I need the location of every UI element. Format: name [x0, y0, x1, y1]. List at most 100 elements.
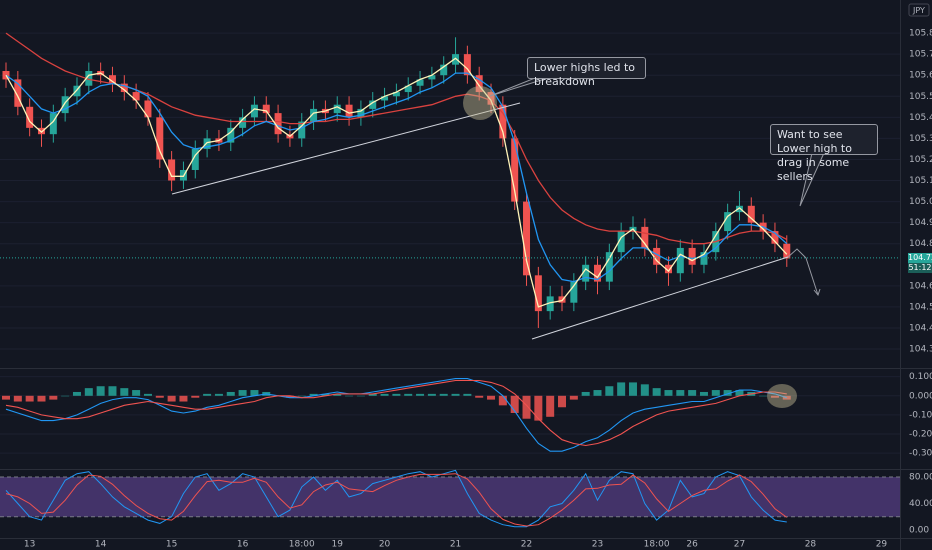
candle-body [392, 92, 400, 97]
y-tick-label: 105.600 [909, 71, 932, 81]
histogram-bar [13, 395, 22, 402]
y-tick-label: 104.300 [909, 345, 932, 355]
plot-layer: 105.800 105.700 105.600 105.500 105.400 105.3… [0, 29, 932, 550]
x-tick-label: 23 [592, 540, 603, 550]
histogram-bar [368, 393, 377, 396]
histogram-bar [226, 391, 235, 396]
x-tick-label: 18:00 [289, 540, 315, 550]
histogram-bar [416, 393, 425, 396]
histogram-bar [214, 393, 223, 396]
x-tick-label: 20 [379, 540, 391, 550]
histogram-bar [676, 390, 685, 396]
candle-body [298, 121, 306, 139]
x-tick-label: 22 [521, 540, 532, 550]
highlight-circle [463, 86, 497, 120]
candle-body [653, 247, 661, 265]
candle-body [85, 70, 93, 86]
candle-body [250, 104, 258, 118]
histogram-bar [688, 390, 697, 396]
y-tick-label: 105.800 [909, 29, 932, 39]
y-tick-label: 104.800 [909, 239, 932, 249]
histogram-bar [593, 390, 602, 396]
candle-body [404, 85, 412, 93]
histogram-bar [25, 395, 34, 402]
histogram-bar [345, 395, 354, 397]
candle-body [558, 296, 566, 303]
x-tick-label: 14 [95, 540, 107, 550]
candle-body [310, 108, 318, 122]
series-line [5, 469, 787, 528]
y-tick-label: -0.200 [909, 429, 932, 439]
histogram-bar [37, 395, 46, 402]
histogram-bar [404, 393, 413, 396]
histogram-bar [309, 393, 318, 396]
histogram-bar [770, 395, 779, 398]
series-line [5, 378, 787, 452]
histogram-bar [546, 395, 555, 417]
y-tick-label: 105.000 [909, 197, 932, 207]
candle-body [523, 201, 531, 276]
countdown-label: 51:12 [908, 262, 932, 273]
projection-arrow [787, 248, 819, 296]
candle-body [617, 231, 625, 253]
histogram-bar [238, 390, 247, 396]
histogram-bar [380, 393, 389, 396]
candle-body [381, 96, 389, 101]
candle-body [61, 96, 69, 114]
histogram-bar [49, 395, 58, 400]
candle-body [37, 127, 45, 135]
x-tick-label: 19 [332, 540, 344, 550]
histogram-bar [2, 395, 10, 400]
candle-body [345, 104, 353, 118]
candle-body [487, 92, 495, 105]
histogram-bar [475, 395, 484, 398]
histogram-bar [167, 395, 176, 402]
last-price-label: 104.733 [908, 252, 932, 263]
candle-body [239, 117, 247, 128]
candle-body [771, 231, 779, 244]
y-tick-label: 0.00 [909, 525, 929, 535]
candle-body [676, 247, 684, 274]
candle-body [416, 79, 424, 86]
histogram-bar [297, 395, 306, 397]
x-tick-label: 26 [686, 540, 698, 550]
x-tick-label: 15 [166, 540, 177, 550]
candle-body [132, 92, 140, 101]
x-tick-label: 18:00 [644, 540, 670, 550]
y-tick-label: 0.100 [909, 372, 932, 382]
candle-body [108, 75, 116, 84]
y-tick-label: -0.100 [909, 410, 932, 420]
histogram-bar [72, 391, 81, 396]
annotation: Want to see Lower high to drag in some s… [770, 124, 878, 183]
histogram-bar [321, 393, 330, 396]
candle-body [463, 54, 471, 76]
candle-body [570, 281, 578, 303]
band [0, 477, 900, 517]
y-tick-label: 104.900 [909, 218, 932, 228]
y-tick-label: 105.500 [909, 92, 932, 102]
arrow-head [813, 288, 821, 297]
histogram-bar [759, 395, 768, 397]
candle-body [735, 205, 743, 213]
histogram-bar [392, 393, 401, 396]
candle-body [262, 104, 270, 114]
histogram-bar [203, 393, 212, 396]
candle-body [605, 252, 613, 282]
candle-body [49, 113, 57, 135]
y-tick-label: 40.00 [909, 499, 932, 509]
candle-body [227, 127, 235, 143]
histogram-bar [558, 395, 567, 408]
candle-body [582, 264, 590, 282]
y-tick-label: 105.400 [909, 113, 932, 123]
y-tick-label: 104.400 [909, 323, 932, 333]
histogram-bar [356, 395, 365, 397]
y-tick-label: 105.100 [909, 176, 932, 186]
currency-label: JPY [912, 6, 925, 15]
candle-body [641, 226, 649, 248]
histogram-bar [155, 395, 164, 398]
histogram-bar [333, 393, 342, 396]
histogram-bar [510, 395, 519, 413]
histogram-bar [711, 390, 720, 396]
histogram-bar [723, 390, 732, 396]
